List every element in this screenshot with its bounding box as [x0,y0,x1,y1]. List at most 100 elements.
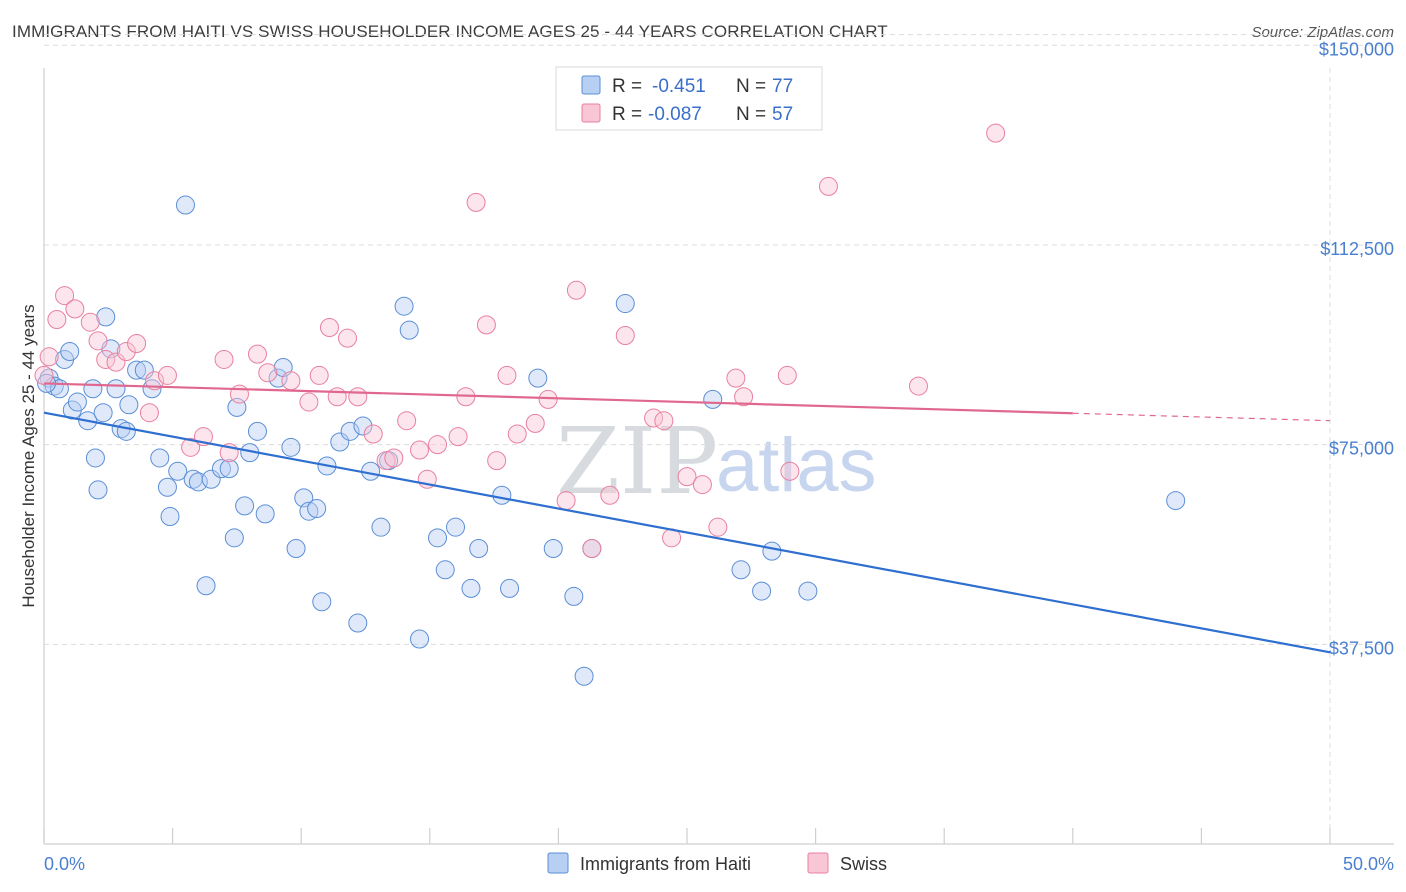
legend-n-label-swiss: N = [736,104,766,125]
point-haiti [307,499,327,519]
legend-swatch-haiti [581,75,601,95]
legend-r-value-haiti: -0.451 [652,76,706,97]
point-swiss [538,389,558,409]
point-haiti [348,613,368,633]
point-haiti [106,379,126,399]
point-swiss [157,365,177,385]
point-swiss [363,424,383,444]
point-haiti [752,581,772,601]
point-haiti [127,360,147,380]
point-swiss [337,328,357,348]
series-legend: Immigrants from Haiti Swiss [547,852,887,874]
point-haiti [211,459,231,479]
point-haiti [762,541,782,561]
point-swiss [497,365,517,385]
point-haiti [160,507,180,527]
y-tick-label: $150,000 [1319,39,1394,59]
legend-swatch-swiss [581,103,601,123]
point-haiti [224,528,244,548]
y-axis-label: Householder Income Ages 25 - 44 years [19,304,38,607]
point-swiss [726,368,746,388]
point-swiss [319,318,339,338]
correlation-legend: R = -0.451 N = 77 R = -0.087 N = 57 [555,66,823,131]
point-swiss [229,384,249,404]
point-swiss [615,326,635,346]
point-haiti [798,581,818,601]
point-swiss [88,331,108,351]
point-haiti [492,485,512,505]
point-haiti [371,517,391,537]
point-haiti [461,578,481,598]
point-swiss [397,411,417,431]
point-swiss [348,387,368,407]
legend-n-label-haiti: N = [736,76,766,97]
point-haiti [247,421,267,441]
legend-n-value-haiti: 77 [772,76,793,97]
legend-r-label-swiss: R = [612,104,642,125]
point-swiss [428,435,448,455]
point-haiti [731,560,751,580]
series-legend-label-haiti: Immigrants from Haiti [580,854,751,874]
point-swiss [145,371,165,391]
series-legend-label-swiss: Swiss [840,854,887,874]
legend-n-value-swiss: 57 [772,104,793,125]
point-haiti [235,496,255,516]
point-swiss [106,352,126,372]
point-swiss [410,440,430,460]
point-swiss [818,176,838,196]
legend-r-label-haiti: R = [612,76,642,97]
point-haiti [428,528,448,548]
point-haiti [150,448,170,468]
trend-line-swiss-extension [1072,412,1331,422]
x-tick-label-min: 0.0% [44,854,85,874]
point-haiti [543,538,563,558]
point-haiti [255,504,275,524]
point-swiss [677,467,697,487]
source-label: Source: ZipAtlas.com [1251,24,1394,41]
point-swiss [247,344,267,364]
point-haiti [399,320,419,340]
point-haiti [219,459,239,479]
point-haiti [60,341,80,361]
point-swiss [777,365,797,385]
point-swiss [556,491,576,511]
point-swiss [780,461,800,481]
point-swiss [466,192,486,212]
y-tick-label: $112,500 [1320,239,1394,259]
point-swiss [116,341,136,361]
point-swiss [65,299,85,319]
point-swiss [299,392,319,412]
point-swiss [734,387,754,407]
point-haiti [353,416,373,436]
point-swiss [34,365,54,385]
point-swiss [507,424,527,444]
gridlines [44,34,1394,844]
point-swiss [908,376,928,396]
point-haiti [83,379,103,399]
y-axis-tick-labels: $37,500 $75,000 $112,500 $150,000 [1319,39,1394,658]
point-swiss [384,448,404,468]
point-swiss [127,333,147,353]
point-swiss [692,475,712,495]
point-haiti [281,437,301,457]
series-legend-swatch-swiss [807,852,829,874]
chart-title: IMMIGRANTS FROM HAITI VS SWISS HOUSEHOLD… [12,22,888,41]
point-swiss [476,315,496,335]
point-haiti [528,368,548,388]
point-swiss [376,451,396,471]
point-haiti [330,432,350,452]
point-swiss [47,310,67,330]
point-haiti [500,578,520,598]
point-swiss [55,286,75,306]
watermark-zip: ZIP [556,408,718,515]
point-haiti [574,666,594,686]
x-axis-ticks [43,828,1331,844]
point-haiti [299,501,319,521]
point-swiss [566,280,586,300]
trend-lines [43,382,1331,654]
point-swiss [181,437,201,457]
point-haiti [410,629,430,649]
point-swiss [309,365,329,385]
point-swiss [448,427,468,447]
point-swiss [708,517,728,537]
